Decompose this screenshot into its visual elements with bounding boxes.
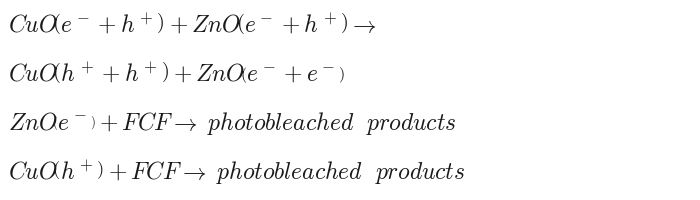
Text: $\mathit{ZnO}\!\left(e^-\right) + \mathit{FCF} \rightarrow\ \mathit{photobleache: $\mathit{ZnO}\!\left(e^-\right) + \mathi… bbox=[8, 110, 457, 137]
Text: $\mathit{CuO}\!\left(e^- + h^+\right) + \mathit{ZnO}\!\left(e^- + h^+\right) \ri: $\mathit{CuO}\!\left(e^- + h^+\right) + … bbox=[8, 12, 377, 38]
Text: $\mathit{CuO}\!\left(h^+\right) + \mathit{FCF} \rightarrow\ \mathit{photobleache: $\mathit{CuO}\!\left(h^+\right) + \mathi… bbox=[8, 159, 466, 187]
Text: $\mathit{CuO}\!\left(h^+ + h^+\right) + \mathit{ZnO}\!\left(e^- + e^-\right)$: $\mathit{CuO}\!\left(h^+ + h^+\right) + … bbox=[8, 61, 346, 87]
